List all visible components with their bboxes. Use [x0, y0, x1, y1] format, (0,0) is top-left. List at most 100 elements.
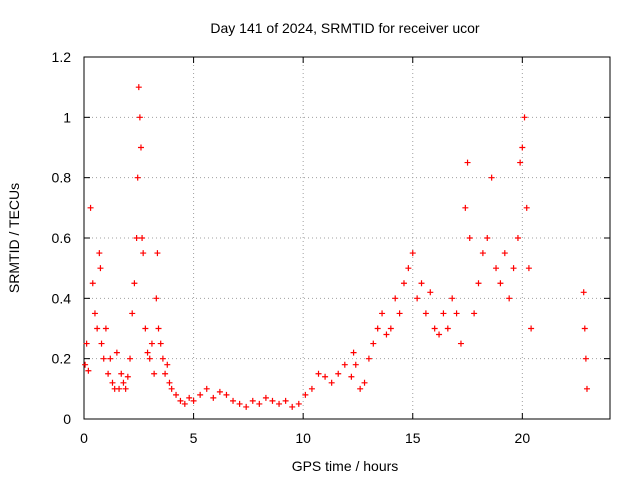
- data-point: [308, 385, 315, 392]
- data-point: [580, 289, 587, 296]
- data-point: [100, 355, 107, 362]
- y-tick-label: 1.2: [52, 49, 72, 65]
- data-point: [400, 280, 407, 287]
- data-point: [444, 325, 451, 332]
- data-point: [154, 250, 161, 257]
- axis-ticks: [83, 56, 610, 420]
- data-point: [85, 367, 92, 374]
- data-point: [528, 325, 535, 332]
- data-point: [497, 280, 504, 287]
- data-point: [223, 391, 230, 398]
- data-point: [506, 295, 513, 302]
- y-axis-label: SRMTID / TECUs: [6, 183, 22, 293]
- data-point: [94, 325, 101, 332]
- data-point: [135, 84, 142, 91]
- data-point: [127, 355, 134, 362]
- data-point: [129, 310, 136, 317]
- data-point: [440, 310, 447, 317]
- data-point: [583, 385, 590, 392]
- data-point: [173, 391, 180, 398]
- data-point: [315, 370, 322, 377]
- data-point: [436, 331, 443, 338]
- data-point: [453, 310, 460, 317]
- data-point: [365, 355, 372, 362]
- data-point: [102, 325, 109, 332]
- x-tick-label: 5: [190, 430, 198, 446]
- data-point: [162, 370, 169, 377]
- y-tick-label: 0.2: [52, 351, 72, 367]
- data-point: [107, 355, 114, 362]
- data-point: [493, 265, 500, 272]
- data-point: [466, 235, 473, 241]
- data-point: [140, 250, 147, 257]
- data-point: [89, 280, 96, 287]
- data-point: [282, 397, 289, 404]
- data-point: [139, 235, 146, 241]
- data-point: [471, 310, 478, 317]
- data-point: [341, 361, 348, 368]
- data-point: [134, 174, 141, 181]
- data-point: [83, 340, 90, 347]
- data-point: [479, 250, 486, 257]
- data-point: [392, 295, 399, 302]
- data-point: [243, 403, 250, 410]
- data-point: [269, 397, 276, 404]
- data-point: [383, 331, 390, 338]
- data-point: [256, 400, 263, 407]
- data-point: [475, 280, 482, 287]
- data-point: [449, 295, 456, 302]
- data-point: [457, 340, 464, 347]
- data-point: [133, 235, 140, 241]
- data-point: [105, 370, 112, 377]
- data-point: [249, 397, 256, 404]
- data-point: [361, 379, 368, 386]
- data-point: [348, 373, 355, 380]
- data-point: [352, 361, 359, 368]
- data-point: [357, 385, 364, 392]
- data-point: [164, 361, 171, 368]
- data-points: [82, 84, 590, 410]
- data-point: [521, 114, 528, 121]
- data-point: [91, 310, 98, 317]
- data-point: [136, 114, 143, 121]
- data-point: [203, 385, 210, 392]
- data-point: [335, 370, 342, 377]
- data-point: [151, 370, 158, 377]
- data-point: [409, 250, 416, 257]
- y-tick-label: 0.8: [52, 170, 72, 186]
- y-tick-labels: 0 0.2 0.4 0.6 0.8 1 1.2: [52, 49, 72, 427]
- data-point: [322, 373, 329, 380]
- data-point: [216, 388, 223, 395]
- data-point: [157, 340, 164, 347]
- data-point: [414, 295, 421, 302]
- data-point: [153, 295, 160, 302]
- x-tick-label: 20: [515, 430, 531, 446]
- data-point: [328, 379, 335, 386]
- data-point: [87, 204, 94, 211]
- x-tick-label: 10: [295, 430, 311, 446]
- data-point: [146, 355, 153, 362]
- data-point: [582, 355, 589, 362]
- data-point: [488, 174, 495, 181]
- data-point: [144, 349, 151, 356]
- data-point: [120, 379, 127, 386]
- data-point: [387, 325, 394, 332]
- x-tick-labels: 0 5 10 15 20: [80, 430, 530, 446]
- y-tick-label: 0.6: [52, 230, 72, 246]
- data-point: [230, 397, 237, 404]
- data-point: [142, 325, 149, 332]
- data-point: [166, 379, 173, 386]
- data-point: [96, 250, 103, 257]
- data-point: [374, 325, 381, 332]
- x-tick-label: 15: [405, 430, 421, 446]
- data-point: [302, 391, 309, 398]
- x-axis-label: GPS time / hours: [292, 458, 399, 474]
- data-point: [155, 325, 162, 332]
- data-point: [82, 361, 89, 368]
- data-point: [350, 349, 357, 356]
- data-point: [113, 349, 120, 356]
- data-point: [510, 265, 517, 272]
- data-point: [190, 397, 197, 404]
- data-point: [525, 265, 532, 272]
